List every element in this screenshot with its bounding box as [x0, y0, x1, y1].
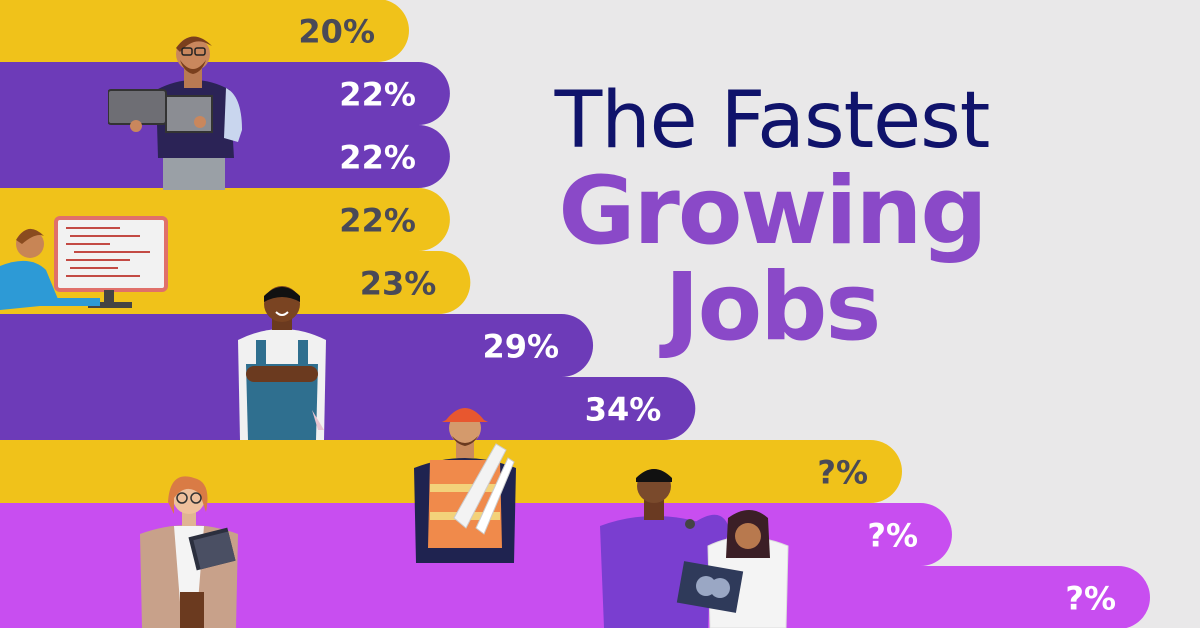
bar-value-label: ?% [1065, 580, 1116, 618]
bar-value-label: 23% [360, 265, 437, 303]
chart-title: The Fastest Growing Jobs [512, 78, 1032, 356]
bar-value-label: 29% [482, 328, 559, 366]
title-line-2: Growing [558, 157, 987, 266]
chart-bar [0, 377, 696, 440]
chart-bar [0, 566, 1150, 628]
title-line-1: The Fastest [554, 76, 991, 166]
bar-value-label: 22% [339, 202, 416, 240]
laptop-worker-illustration [108, 36, 242, 190]
construction-worker-illustration [414, 408, 516, 563]
teacher-illustration [140, 476, 238, 628]
healthcare-workers-illustration [600, 469, 789, 628]
title-line-3: Jobs [664, 253, 882, 362]
bar-value-label: 34% [585, 391, 662, 429]
bar-value-label: 20% [298, 13, 375, 51]
bar-value-label: 22% [339, 76, 416, 114]
mechanic-illustration [238, 286, 326, 440]
chart-bar [0, 0, 409, 62]
bar-value-label: ?% [867, 517, 918, 555]
bar-value-label: ?% [817, 454, 868, 492]
bar-value-label: 22% [339, 139, 416, 177]
programmer-illustration [0, 216, 168, 310]
